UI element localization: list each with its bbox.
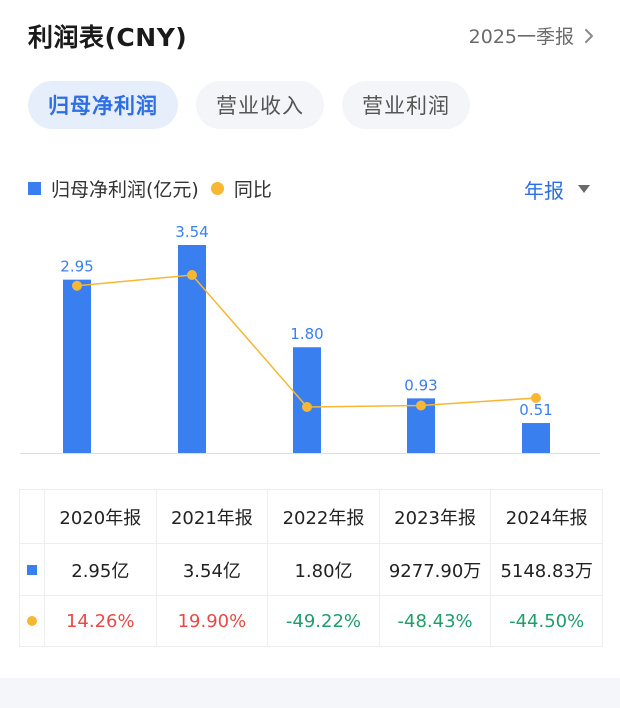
data-table: 2020年报 2021年报 2022年报 2023年报 2024年报 2.95亿… xyxy=(19,489,603,647)
line-legend-label: 同比 xyxy=(233,179,272,201)
chart-legend: 归母净利润(亿元) 同比 xyxy=(28,175,272,202)
yoy-point-2023年报[interactable] xyxy=(416,400,426,411)
bar-value-label: 3.54 xyxy=(175,223,208,241)
table-cell: -44.50% xyxy=(509,610,585,632)
table-header: 2021年报 xyxy=(157,490,269,543)
period-label: 2025一季报 xyxy=(468,26,574,48)
table-header: 2020年报 xyxy=(45,490,157,543)
bar-value-label: 2.95 xyxy=(60,258,93,276)
chevron-right-icon xyxy=(585,28,593,43)
header: 利润表(CNY) 2025一季报 xyxy=(0,0,620,70)
tab-net-profit[interactable]: 归母净利润 xyxy=(28,81,178,129)
yoy-point-2020年报[interactable] xyxy=(72,280,82,291)
yoy-point-2021年报[interactable] xyxy=(187,270,197,280)
metric-tabs: 归母净利润 营业收入 营业利润 xyxy=(28,81,470,129)
bar-row-marker xyxy=(27,564,37,575)
table-cell: -48.43% xyxy=(380,596,492,646)
footer-divider xyxy=(0,678,620,708)
table-cell: 9277.90万 xyxy=(380,544,492,595)
page-title: 利润表(CNY) xyxy=(28,23,188,52)
table-header: 2023年报 xyxy=(380,490,492,543)
bar-value-label: 0.51 xyxy=(519,401,552,419)
table-cell: 2.95亿 xyxy=(45,544,157,595)
bar-legend-label: 归母净利润(亿元) xyxy=(51,179,199,201)
line-row-marker xyxy=(27,616,37,626)
table-cell: 5148.83万 xyxy=(500,560,593,582)
bar-2020年报[interactable] xyxy=(63,279,91,453)
line-legend-marker xyxy=(210,182,224,195)
profit-chart: 2.95 3.54 1.80 0.93 0.51 xyxy=(20,223,600,454)
table-cell: 3.54亿 xyxy=(157,544,269,595)
yoy-point-2022年报[interactable] xyxy=(302,402,312,412)
bar-2024年报[interactable] xyxy=(522,423,550,453)
caret-down-icon xyxy=(578,185,590,193)
period-selector[interactable]: 2025一季报 xyxy=(469,22,594,49)
table-header: 2024年报 xyxy=(505,507,588,529)
table-cell: 1.80亿 xyxy=(268,544,380,595)
table-header: 2022年报 xyxy=(268,490,380,543)
tab-revenue[interactable]: 营业收入 xyxy=(196,81,324,129)
table-row-yoy: 14.26% 19.90% -49.22% -48.43% -44.50% xyxy=(20,595,602,646)
bar-2022年报[interactable] xyxy=(293,347,321,453)
bar-legend-marker xyxy=(28,182,41,195)
bar-value-label: 0.93 xyxy=(404,376,437,394)
table-cell: 14.26% xyxy=(45,596,157,646)
tab-operating-profit[interactable]: 营业利润 xyxy=(342,81,470,129)
table-header-row: 2020年报 2021年报 2022年报 2023年报 2024年报 xyxy=(20,490,602,543)
bar-value-label: 1.80 xyxy=(290,325,323,343)
frequency-dropdown[interactable]: 年报 xyxy=(524,175,590,204)
yoy-point-2024年报[interactable] xyxy=(531,392,541,403)
table-cell: 19.90% xyxy=(157,596,269,646)
table-cell: -49.22% xyxy=(268,596,380,646)
frequency-label: 年报 xyxy=(524,179,564,203)
table-row-profit: 2.95亿 3.54亿 1.80亿 9277.90万 5148.83万 xyxy=(20,543,602,595)
